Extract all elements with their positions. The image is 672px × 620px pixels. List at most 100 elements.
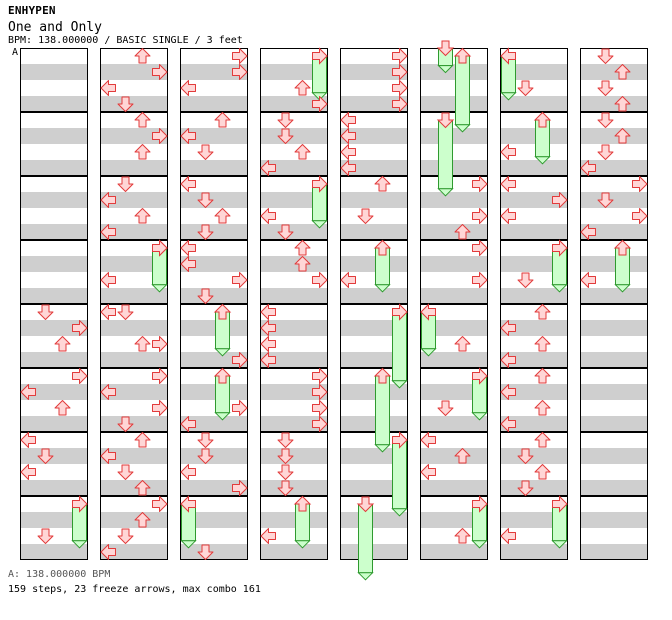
measure-border [180,432,248,496]
measure-border [340,176,408,240]
step-arrow-up [134,48,151,64]
freeze-head-arrow [613,239,632,256]
beat-stripe [340,192,408,208]
step-arrow-left [260,320,276,336]
measure-layer [20,48,648,560]
beat-stripe [420,544,488,560]
measure-border [260,304,328,368]
beat-stripe [260,288,328,304]
step-arrow-down [197,432,214,448]
beat-stripe [340,384,408,400]
step-arrow-left [100,224,116,240]
step-arrow-up [534,464,551,480]
chart-stats: 159 steps, 23 freeze arrows, max combo 1… [8,584,261,595]
step-arrow-right [552,192,568,208]
step-arrow-left [260,528,276,544]
beat-stripe [420,160,488,176]
beat-stripe [100,64,168,80]
measure-border [260,112,328,176]
beat-stripe [260,192,328,208]
step-arrow-down [597,112,614,128]
step-arrow-left [260,336,276,352]
freeze-arrow [311,47,328,101]
measure-border [20,176,88,240]
beat-stripe [500,288,568,304]
freeze-arrow [293,495,312,549]
step-arrow-down [37,448,54,464]
step-arrow-left [100,272,116,288]
measure-border [20,496,88,560]
freeze-arrow [551,239,568,293]
freeze-body [392,311,407,382]
freeze-tail [551,540,568,549]
step-arrow-down [197,144,214,160]
beat-stripe [180,416,248,432]
step-arrow-up [454,224,471,240]
beat-stripe [580,512,648,528]
measure-border [260,176,328,240]
step-arrow-down [437,400,454,416]
step-arrow-left [100,544,116,560]
step-arrow-right [312,384,328,400]
beat-stripe [260,384,328,400]
step-arrow-left [20,464,36,480]
measure-border [340,432,408,496]
freeze-head-arrow [420,303,436,321]
measure-border [260,432,328,496]
beat-stripe [340,448,408,464]
beat-stripe [340,224,408,240]
freeze-tail [437,65,454,74]
step-arrow-up [614,128,631,144]
beat-stripe [580,320,648,336]
artist-name: ENHYPEN [8,4,56,17]
measure-border [100,48,168,112]
beat-stripe [420,64,488,80]
step-arrow-left [500,416,516,432]
step-arrow-down [277,112,294,128]
measure-border [340,368,408,432]
step-arrow-right [312,368,328,384]
beat-stripe [580,384,648,400]
freeze-head-arrow [533,111,552,128]
step-arrow-right [392,64,408,80]
beat-stripe [580,128,648,144]
beat-stripe [260,160,328,176]
beat-stripe [580,480,648,496]
step-arrow-right [472,272,488,288]
chart-column [20,48,88,560]
beat-stripe [20,256,88,272]
step-arrow-left [100,304,116,320]
beat-stripe [500,448,568,464]
step-arrow-left [580,160,596,176]
step-arrow-up [614,96,631,112]
freeze-tail [551,284,568,293]
beat-stripe [500,256,568,272]
step-arrow-left [500,352,516,368]
beat-stripe [420,288,488,304]
beat-stripe [340,320,408,336]
beat-stripe [420,256,488,272]
beat-stripe [260,96,328,112]
beat-stripe [500,352,568,368]
freeze-tail [294,540,311,549]
measure-border [340,496,408,560]
step-arrow-down [197,448,214,464]
beat-stripe [420,480,488,496]
freeze-tail [311,220,328,229]
step-arrow-down [277,480,294,496]
bpm-change-marker: A [12,47,19,58]
beat-stripe [180,320,248,336]
beat-stripe [340,256,408,272]
step-layer [20,48,648,560]
step-arrow-up [214,208,231,224]
step-arrow-right [152,400,168,416]
freeze-arrow [213,303,232,357]
beat-stripe [260,544,328,560]
step-arrow-left [500,208,516,224]
step-arrow-left [340,272,356,288]
step-arrow-up [374,176,391,192]
beat-stripe [100,320,168,336]
step-arrow-right [152,64,168,80]
freeze-arrow [391,303,408,389]
